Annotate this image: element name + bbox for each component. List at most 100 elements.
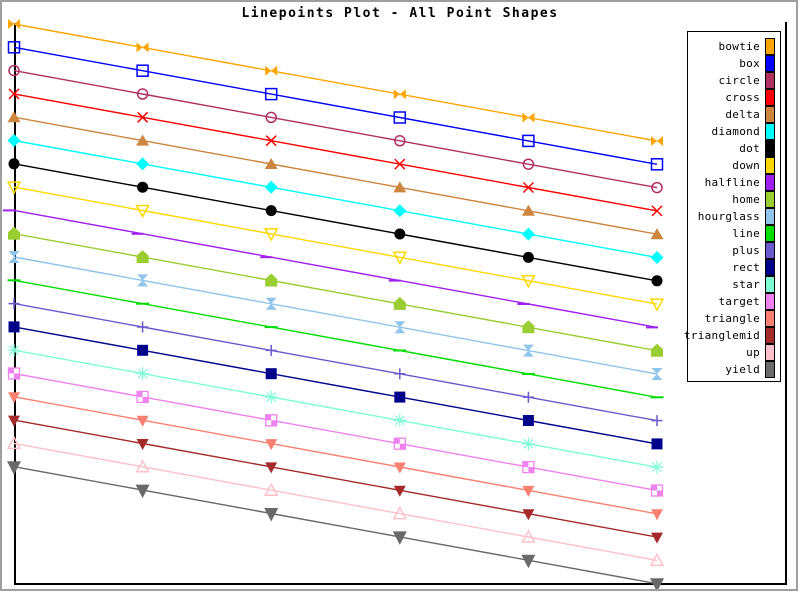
marker-target [650,484,664,497]
series-up [6,435,665,567]
marker-target [136,390,149,404]
series-halfline [3,209,658,329]
marker-hourglass [265,297,277,310]
marker-star [393,413,407,427]
marker-bowtie [393,89,406,100]
legend-label: trianglemid [683,329,760,342]
series-line [13,302,658,422]
marker-plus [265,344,277,356]
legend-label: triangle [704,312,760,325]
marker-star [264,390,278,404]
marker-down [6,181,22,195]
legend-label: box [739,57,760,70]
marker-hourglass [137,274,149,287]
marker-cross [394,158,406,170]
marker-delta [650,228,664,240]
marker-box [522,134,535,148]
marker-rect [394,391,406,403]
series-line [13,93,658,212]
marker-box [264,87,278,101]
marker-dot [522,251,534,263]
marker-hourglass [394,321,406,334]
series-home [8,226,663,357]
marker-circle [136,88,149,100]
series-rect [8,321,663,450]
series-line [13,326,658,445]
marker-rect [522,415,534,426]
marker-box [136,64,149,77]
series-bowtie [8,19,663,146]
marker-plus [651,415,663,427]
marker-yield [521,554,536,569]
legend-swatch [765,225,775,242]
legend-swatch [765,123,775,140]
marker-cross [137,111,149,123]
legend-item-rect: rect [688,259,780,276]
marker-hourglass [8,251,20,263]
series-cross [8,88,663,217]
marker-home [522,320,535,334]
marker-delta [136,134,150,146]
series-line [13,209,658,329]
series-line [13,466,658,585]
marker-dot [651,275,663,287]
marker-rect [137,344,149,356]
marker-plus [137,321,149,333]
marker-up [649,552,665,567]
marker-dot [137,181,149,193]
legend-label: plus [732,244,760,257]
marker-triangle [393,462,406,474]
legend-label: bowtie [718,40,760,53]
legend-swatch [765,72,775,89]
legend-item-home: home [688,191,780,208]
series-line [13,372,658,492]
series-triangle [8,392,663,521]
marker-yield [7,461,21,475]
marker-dot [265,205,277,217]
series-line [13,256,658,375]
marker-up [392,506,408,520]
marker-hourglass [651,368,663,380]
legend-item-hourglass: hourglass [688,208,780,225]
legend-item-star: star [688,276,780,293]
marker-bowtie [8,19,20,29]
marker-plus [394,368,406,380]
marker-trianglemid [651,532,663,544]
legend-label: cross [725,91,760,104]
marker-circle [265,111,277,124]
marker-home [8,226,20,240]
marker-star [7,343,21,357]
series-yield [7,461,664,592]
marker-circle [394,135,406,147]
legend-item-circle: circle [688,72,780,89]
marker-up [6,435,22,450]
marker-down [263,228,279,242]
legend-label: circle [718,74,760,87]
marker-diamond [264,180,278,194]
marker-trianglemid [8,415,20,427]
legend-item-up: up [688,344,780,361]
legend-item-target: target [688,293,780,310]
marker-yield [135,484,150,499]
legend-item-yield: yield [688,361,780,378]
series-diamond [7,134,664,264]
marker-rect [265,368,277,380]
marker-triangle [522,485,535,497]
marker-yield [650,578,664,592]
legend-box: bowtie box circle cross delta diamond dot down h… [683,31,781,382]
series-line [13,186,658,305]
marker-plus [8,298,20,310]
legend-swatch [765,327,775,344]
legend-swatch [765,38,775,55]
marker-delta [7,111,21,123]
marker-hourglass [522,344,534,357]
legend-swatch [765,140,775,157]
marker-star [650,460,664,474]
marker-delta [393,181,407,193]
marker-diamond [136,157,150,171]
legend-swatch [765,191,775,208]
marker-diamond [650,251,664,264]
legend-label: line [732,227,760,240]
marker-trianglemid [265,462,278,474]
